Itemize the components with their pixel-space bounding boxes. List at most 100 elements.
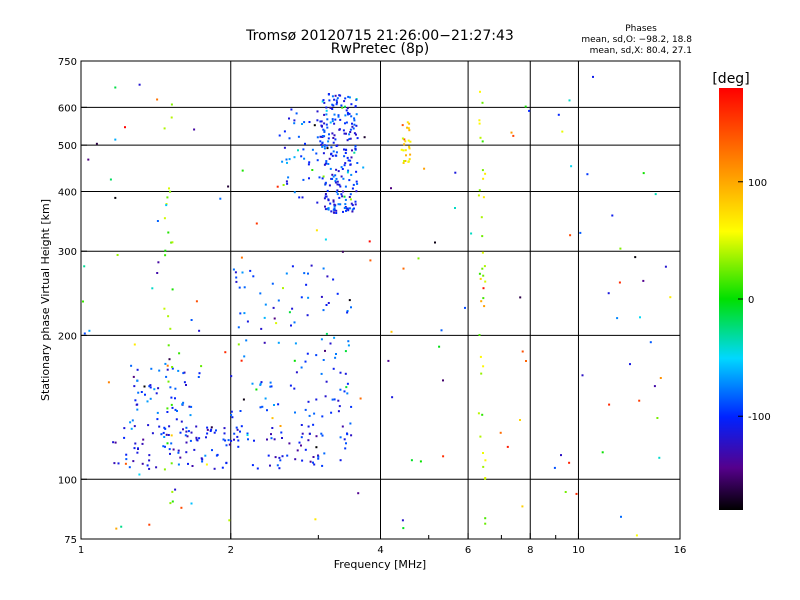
data-point (279, 425, 282, 427)
data-point (114, 138, 117, 141)
data-point (553, 466, 556, 469)
data-point (336, 183, 339, 186)
data-point (167, 344, 170, 347)
data-point (271, 427, 274, 429)
data-point (125, 453, 128, 456)
data-point (331, 120, 334, 123)
data-point (454, 207, 456, 209)
data-point (266, 438, 268, 441)
data-point (176, 410, 178, 412)
data-point (237, 326, 240, 329)
data-point (281, 160, 284, 163)
data-point (301, 459, 304, 462)
data-point (246, 432, 249, 435)
data-point (304, 448, 307, 451)
data-point (169, 502, 172, 505)
data-point (339, 459, 342, 462)
data-point (326, 147, 329, 150)
data-point (312, 461, 314, 464)
data-point (454, 171, 457, 174)
data-point (315, 435, 318, 438)
data-point (352, 127, 355, 130)
data-point (510, 131, 513, 134)
data-point (201, 460, 204, 463)
data-point (163, 217, 166, 220)
data-point (174, 408, 177, 411)
data-point (237, 343, 240, 346)
data-point (368, 240, 371, 243)
data-point (180, 420, 183, 423)
data-point (338, 183, 341, 186)
data-point (168, 187, 170, 190)
data-point (312, 423, 315, 426)
data-point (484, 459, 487, 462)
data-point (306, 352, 309, 355)
data-point (201, 458, 204, 461)
data-point (177, 369, 180, 372)
data-point (351, 204, 354, 207)
data-point (163, 127, 166, 130)
data-point (307, 163, 310, 166)
data-point (345, 386, 348, 389)
data-point (163, 436, 166, 438)
data-point (656, 417, 659, 419)
data-point (481, 251, 484, 254)
data-point (112, 441, 115, 444)
data-point (260, 327, 263, 330)
data-point (155, 466, 158, 469)
data-point (178, 352, 181, 355)
data-point (146, 400, 149, 403)
data-point (325, 304, 328, 306)
data-point (164, 254, 167, 257)
data-point (169, 190, 172, 193)
data-point (165, 433, 168, 436)
data-point (328, 184, 331, 187)
data-point (404, 140, 407, 143)
data-point (481, 140, 484, 143)
data-point (335, 353, 337, 355)
data-point (333, 122, 336, 125)
data-point (282, 184, 285, 186)
data-point (317, 454, 319, 457)
data-point (255, 388, 258, 391)
data-point (333, 113, 336, 116)
data-point (353, 132, 356, 135)
data-point (316, 136, 319, 139)
data-point (286, 454, 289, 457)
data-point (148, 459, 151, 462)
data-point (356, 162, 359, 164)
data-point (195, 300, 198, 303)
data-point (327, 208, 330, 211)
data-point (346, 311, 349, 314)
data-point (483, 305, 486, 308)
data-point (163, 426, 166, 429)
data-point (295, 112, 298, 115)
data-point (230, 410, 233, 413)
data-point (125, 458, 128, 461)
data-point (410, 459, 413, 462)
data-point (315, 398, 318, 401)
data-point (317, 455, 320, 458)
data-point (479, 355, 482, 358)
data-point (401, 519, 404, 522)
data-point (342, 129, 345, 132)
data-point (170, 103, 173, 106)
data-point (316, 119, 319, 122)
data-point (128, 466, 131, 469)
data-point (117, 462, 120, 465)
data-point (303, 272, 306, 275)
data-point (149, 386, 152, 389)
data-point (200, 365, 203, 368)
data-point (339, 371, 342, 374)
data-point (171, 500, 174, 503)
data-point (185, 430, 188, 433)
data-point (344, 162, 347, 165)
data-point (267, 454, 270, 457)
data-point (172, 448, 175, 451)
data-point (440, 329, 443, 332)
data-point (335, 145, 338, 147)
data-point (236, 435, 239, 438)
data-point (198, 437, 201, 440)
data-point (272, 306, 275, 309)
data-point (255, 222, 258, 225)
